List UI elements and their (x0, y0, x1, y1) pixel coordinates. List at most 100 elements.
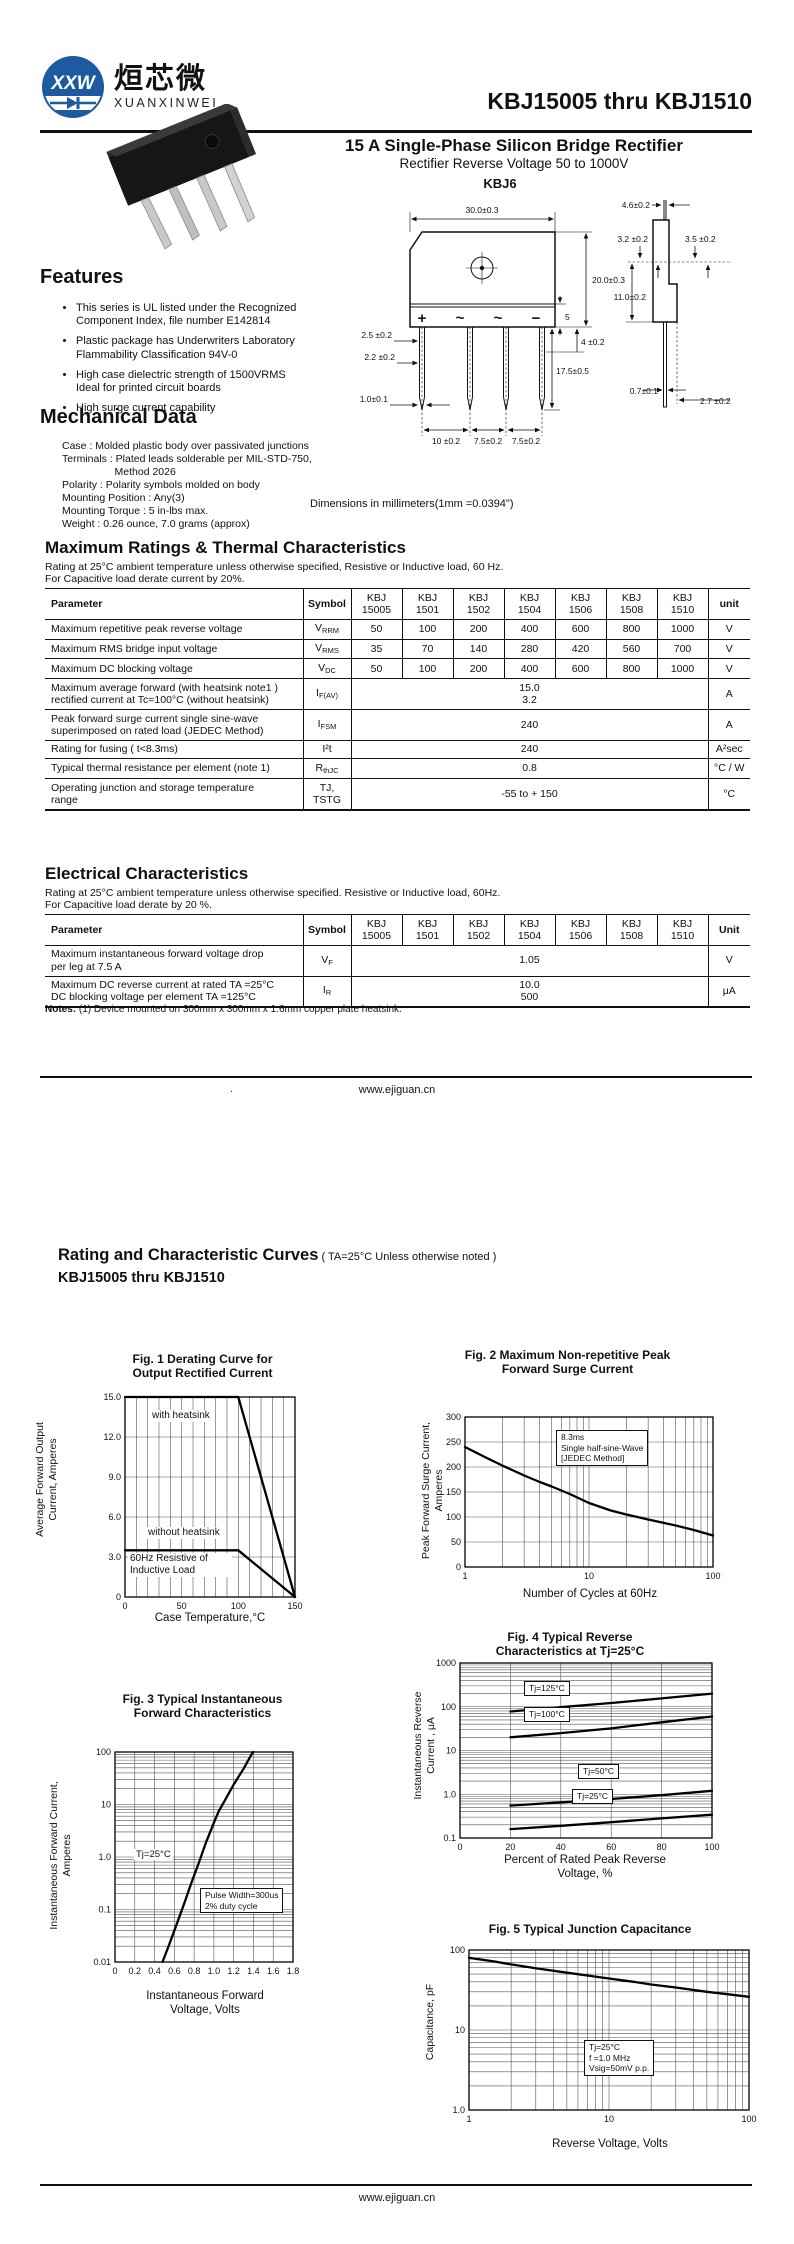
svg-text:10: 10 (101, 1800, 111, 1810)
svg-text:1.0: 1.0 (98, 1852, 111, 1862)
fig3-xlabel: Instantaneous Forward Voltage, Volts (146, 1990, 264, 2016)
notes-line: Notes: (1) Device mounted on 300mm x 300… (45, 1004, 402, 1015)
mech-line: Method 2026 (62, 466, 176, 478)
table-header-row: Parameter Symbol KBJ 15005 KBJ 1501 KBJ 1502… (45, 914, 750, 946)
footer2-divider (40, 2184, 752, 2186)
table-row: Operating junction and storage temperatu… (45, 777, 750, 811)
svg-text:0: 0 (457, 1842, 462, 1852)
fig4-label-tj125: Tj=125°C (524, 1681, 570, 1696)
fig4-label-tj100: Tj=100°C (524, 1707, 570, 1722)
dimensions-note: Dimensions in millimeters(1mm =0.0394") (310, 498, 514, 510)
svg-text:0: 0 (116, 1592, 121, 1602)
svg-text:7.5±0.2: 7.5±0.2 (512, 436, 541, 446)
svg-text:0: 0 (112, 1966, 117, 1976)
table-header-row: Parameter Symbol KBJ 15005 KBJ 1501 KBJ 1502… (45, 588, 750, 620)
svg-text:100: 100 (450, 1945, 465, 1955)
svg-text:17.5±0.5: 17.5±0.5 (556, 366, 589, 376)
fig4-label-tj50: Tj=50°C (578, 1764, 620, 1779)
svg-text:50: 50 (451, 1537, 461, 1547)
svg-text:1.0: 1.0 (443, 1789, 456, 1799)
notes-text: (1) Device mounted on 300mm x 300mm x 1.… (76, 1004, 402, 1015)
fig3-title: Fig. 3 Typical Instantaneous Forward Cha… (122, 1692, 283, 1721)
curves-condition: ( TA=25°C Unless otherwise noted ) (318, 1251, 497, 1263)
features-heading: Features (40, 266, 124, 288)
fig4-ylabel: Instantaneous Reverse Current , μA (412, 1691, 437, 1800)
max-ratings-condition-1: Rating at 25°C ambient temperature unles… (45, 561, 504, 573)
max-ratings-heading: Maximum Ratings & Thermal Characteristic… (45, 538, 406, 557)
fig5-test-conditions: Tj=25°C f =1.0 MHz Vsig=50mV p.p. (584, 2040, 655, 2076)
svg-text:150: 150 (287, 1601, 302, 1611)
svg-text:0.6: 0.6 (168, 1966, 181, 1976)
fig1-title: Fig. 1 Derating Curve for Output Rectifi… (132, 1352, 273, 1381)
fig3-ylabel: Instantaneous Forward Current, Amperes (48, 1781, 73, 1930)
footer-dot: . (230, 1084, 233, 1095)
svg-text:1.6: 1.6 (267, 1966, 280, 1976)
svg-text:30.0±0.3: 30.0±0.3 (465, 205, 498, 215)
max-ratings-condition-2: For Capacitive load derate current by 20… (45, 573, 245, 585)
svg-text:10 ±0.2: 10 ±0.2 (432, 436, 461, 446)
spec-table: Parameter Symbol KBJ 15005 KBJ 1501 KBJ 1502… (45, 914, 750, 1009)
logo-chinese-name: 烜芯微 (114, 62, 208, 95)
svg-text:2.7 ±0.2: 2.7 ±0.2 (700, 396, 731, 406)
svg-text:100: 100 (705, 1571, 720, 1581)
header-divider (40, 130, 752, 133)
fig5-chart: 1 10 100 1.0 10 100 (433, 1942, 759, 2136)
svg-text:9.0: 9.0 (108, 1472, 121, 1482)
brand-logo: XXW 烜芯微 XUANXINWEI (40, 54, 218, 120)
svg-text:10: 10 (584, 1571, 594, 1581)
fig2-ylabel: Peak Forward Surge Current, Amperes (420, 1421, 445, 1560)
fig1-xlabel: Case Temperature,°C (154, 1612, 266, 1624)
svg-text:2.2 ±0.2: 2.2 ±0.2 (364, 352, 395, 362)
footer-divider (40, 1076, 752, 1078)
logo-letters: XXW (50, 73, 96, 94)
footer2-url[interactable]: www.ejiguan.cn (358, 2192, 436, 2204)
package-name: KBJ6 (483, 176, 517, 191)
fig4-title: Fig. 4 Typical Reverse Characteristics a… (495, 1630, 645, 1659)
fig1-ylabel: Average Forward Output Current, Amperes (34, 1422, 59, 1537)
svg-text:40: 40 (556, 1842, 566, 1852)
svg-text:10: 10 (455, 2025, 465, 2035)
svg-text:1.0: 1.0 (452, 2105, 465, 2115)
svg-text:4.6±0.2: 4.6±0.2 (622, 200, 651, 210)
svg-text:80: 80 (657, 1842, 667, 1852)
svg-text:0: 0 (456, 1562, 461, 1572)
product-photo-image (106, 104, 257, 250)
table-row: Maximum repetitive peak reverse voltage V… (45, 618, 750, 640)
footer-url[interactable]: www.ejiguan.cn (358, 1084, 436, 1096)
svg-text:3.2 ±0.2: 3.2 ±0.2 (617, 234, 648, 244)
table-row: Typical thermal resistance per element (… (45, 758, 750, 779)
svg-text:0: 0 (122, 1601, 127, 1611)
svg-text:20.0±0.3: 20.0±0.3 (592, 275, 625, 285)
table-row: Maximum average forward (with heatsink n… (45, 678, 750, 711)
svg-text:1000: 1000 (436, 1658, 456, 1668)
svg-text:100: 100 (441, 1702, 456, 1712)
spec-table: Parameter Symbol KBJ 15005 KBJ 1501 KBJ 1502… (45, 588, 750, 811)
svg-text:11.0±0.2: 11.0±0.2 (614, 292, 647, 302)
mechanical-heading: Mechanical Data (40, 406, 197, 428)
fig1-load-note: 60Hz Resistive of Inductive Load (128, 1553, 232, 1577)
svg-text:~: ~ (456, 310, 465, 327)
fig5-ylabel: Capacitance, pF (424, 1983, 436, 2061)
feature-item: Plastic package has Underwriters Laborat… (76, 335, 328, 361)
package-outline-drawing: + ~ ~ − 30.0±0.3 20.0±0.3 5 4 ±0.2 17.5±… (360, 200, 732, 446)
mech-line: Weight : 0.26 ounce, 7.0 grams (approx) (62, 518, 250, 530)
mech-line: Mounting Position : Any(3) (62, 492, 185, 504)
svg-text:1: 1 (466, 2114, 471, 2124)
table-row: Maximum instantaneous forward voltage dr… (45, 944, 750, 977)
svg-text:250: 250 (446, 1437, 461, 1447)
fig4-xlabel: Percent of Rated Peak Reverse Voltage, % (504, 1854, 666, 1880)
svg-text:3.0: 3.0 (108, 1552, 121, 1562)
svg-text:+: + (418, 310, 427, 327)
svg-text:1: 1 (462, 1571, 467, 1581)
svg-text:10: 10 (446, 1746, 456, 1756)
svg-text:1.4: 1.4 (247, 1966, 260, 1976)
svg-text:1.8: 1.8 (287, 1966, 300, 1976)
mech-line: Case : Molded plastic body over passivat… (62, 440, 309, 452)
max-ratings-table: Parameter Symbol KBJ 15005 KBJ 1501 KBJ 1502… (45, 588, 750, 811)
svg-text:0.4: 0.4 (148, 1966, 161, 1976)
fig1-chart: 0 50 100 150 0 3.0 6.0 9.0 12.0 15.0 (93, 1389, 307, 1623)
product-subtitle: 15 A Single-Phase Silicon Bridge Rectifi… (345, 136, 683, 155)
fig4-chart: 0 20 40 60 80 100 0.1 1.0 10 100 1000 (424, 1655, 722, 1864)
svg-text:100: 100 (231, 1601, 246, 1611)
fig2-xlabel: Number of Cycles at 60Hz (522, 1588, 658, 1600)
